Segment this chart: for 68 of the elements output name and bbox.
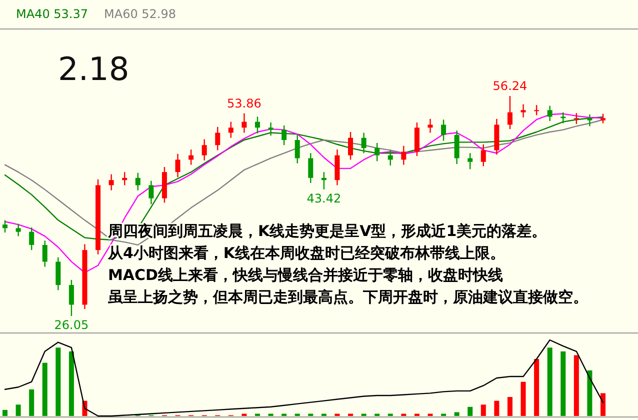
bar: [600, 393, 606, 416]
bar: [2, 410, 8, 416]
candlestick: [507, 95, 512, 130]
candlestick: [215, 126, 220, 151]
bar: [68, 351, 74, 416]
candlestick: [16, 223, 21, 237]
candlestick: [388, 150, 393, 166]
candlestick: [2, 220, 8, 234]
text: MA40 53.37: [16, 7, 88, 21]
bar: [494, 400, 500, 416]
text: MA60 52.98: [104, 7, 176, 21]
candlestick: [268, 122, 274, 136]
candlestick: [468, 152, 473, 170]
candlestick: [175, 153, 180, 178]
candlestick: [254, 116, 260, 134]
bar: [480, 404, 486, 416]
candlestick: [135, 172, 140, 191]
candlestick: [454, 130, 460, 165]
candlestick: [108, 174, 114, 191]
annotation: MACD线上来看，快线与慢线合并接近于零轴，收盘时快线: [108, 266, 503, 284]
bar: [507, 397, 512, 416]
bar: [454, 412, 460, 416]
bar: [574, 355, 579, 416]
candlestick: [321, 171, 326, 190]
candlestick: [560, 112, 566, 124]
candlestick: [308, 152, 314, 184]
bar: [468, 406, 473, 416]
candlestick: [520, 104, 526, 118]
candlestick: [547, 105, 552, 122]
annotation: 53.86: [227, 96, 262, 110]
candlestick: [42, 240, 48, 268]
candlestick: [228, 121, 234, 138]
candlestick: [401, 145, 406, 166]
bar: [56, 348, 61, 416]
candlestick: [122, 171, 128, 186]
bar: [534, 359, 540, 416]
candlestick: [56, 256, 61, 291]
candlestick: [68, 279, 74, 317]
bar: [16, 404, 21, 416]
candlestick: [202, 138, 207, 162]
candlestick: [441, 119, 446, 142]
candlestick: [294, 134, 300, 164]
candlestick: [188, 148, 194, 166]
bar: [29, 389, 34, 416]
candlestick: [480, 144, 486, 167]
candlestick: [587, 114, 592, 127]
candlestick: [282, 124, 287, 146]
candlestick: [242, 112, 247, 134]
bar: [42, 362, 48, 416]
candlestick: [348, 131, 354, 160]
annotation: 56.24: [492, 79, 528, 93]
annotation: 43.42: [306, 191, 342, 206]
bar: [587, 370, 592, 416]
candlestick: [534, 104, 540, 116]
annotation: 从4小时图来看，K线在本周收盘时已经突破布林带线上限。: [107, 244, 506, 262]
candlestick: [29, 226, 34, 251]
bar: [520, 382, 526, 416]
bar: [547, 348, 552, 416]
candlestick: [428, 118, 433, 134]
candlestick: [374, 142, 380, 162]
annotation: 虽呈上扬之势，但本周已走到最高点。下周开盘时，原油建议直接做空。: [107, 288, 588, 306]
candlestick: [148, 180, 154, 205]
annotation: 26.05: [54, 318, 89, 332]
candlestick: [361, 132, 366, 154]
candlestick: [600, 113, 606, 124]
chart-title: 2.18: [58, 50, 130, 88]
candlestick: [574, 112, 579, 125]
bar: [560, 351, 566, 416]
